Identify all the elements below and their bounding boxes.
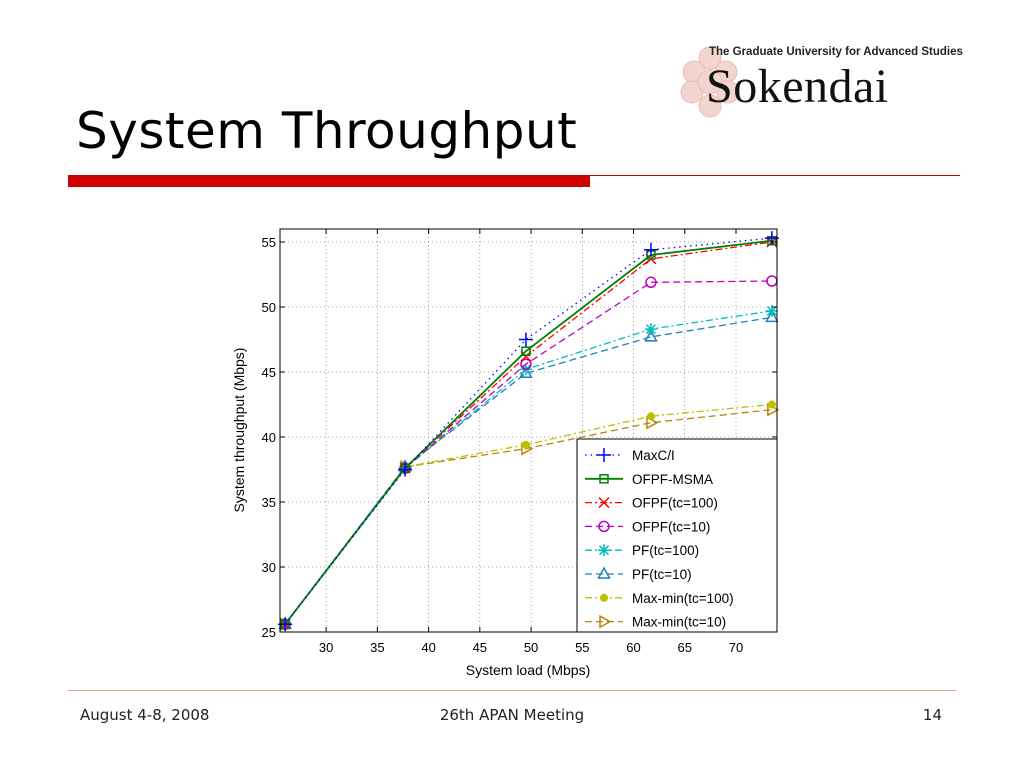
legend-label: PF(tc=100) bbox=[632, 543, 699, 558]
data-point bbox=[766, 275, 778, 287]
throughput-chart: 30 35 40 45 50 55 60 65 70 25 30 35 40 45 50 55 System … bbox=[231, 228, 780, 678]
logo-subtitle: The Graduate University for Advanced Stu… bbox=[709, 46, 963, 58]
data-point bbox=[520, 358, 532, 370]
legend-swatch-marker bbox=[600, 593, 608, 602]
footer-date: August 4-8, 2008 bbox=[80, 706, 210, 724]
series-line bbox=[284, 239, 773, 625]
data-point bbox=[521, 440, 530, 449]
legend-swatch-marker bbox=[597, 566, 611, 579]
y-tick-label: 50 bbox=[262, 300, 276, 315]
legend-label: OFPF(tc=100) bbox=[632, 496, 718, 511]
legend-swatch-marker bbox=[599, 614, 612, 629]
legend-entry: PF(tc=100) bbox=[585, 543, 699, 558]
data-point bbox=[644, 329, 658, 342]
data-point bbox=[643, 242, 658, 257]
y-axis-label: System throughput (Mbps) bbox=[231, 348, 247, 513]
legend-swatch-marker bbox=[599, 474, 609, 484]
legend-swatch-marker bbox=[598, 520, 610, 533]
x-tick-label: 50 bbox=[524, 640, 538, 655]
legend-entry: Max-min(tc=10) bbox=[585, 615, 726, 630]
sokendai-logo: The Graduate University for Advanced Stu… bbox=[672, 38, 988, 128]
data-point bbox=[646, 412, 655, 421]
data-point bbox=[398, 462, 413, 477]
data-point bbox=[767, 400, 776, 409]
legend-label: Max-min(tc=100) bbox=[632, 591, 734, 606]
legend-box bbox=[576, 438, 778, 633]
x-tick-label: 70 bbox=[729, 640, 743, 655]
y-tick-label: 55 bbox=[262, 235, 276, 250]
data-point bbox=[518, 332, 533, 347]
footer-event: 26th APAN Meeting bbox=[439, 706, 585, 724]
legend-entry: OFPF(tc=100) bbox=[585, 496, 718, 511]
data-point bbox=[521, 346, 531, 356]
x-tick-label: 30 bbox=[319, 640, 333, 655]
legend-entry: OFPF-MSMA bbox=[585, 472, 713, 487]
x-tick-label: 40 bbox=[421, 640, 435, 655]
x-tick-label: 35 bbox=[370, 640, 384, 655]
data-point bbox=[645, 276, 657, 289]
x-tick-label: 60 bbox=[626, 640, 640, 655]
page-number: 14 bbox=[922, 706, 942, 724]
legend-entry: Max-min(tc=100) bbox=[585, 591, 734, 606]
legend-label: OFPF-MSMA bbox=[632, 472, 713, 487]
logo-seal-icon bbox=[680, 46, 740, 118]
x-tick-label: 55 bbox=[575, 640, 589, 655]
y-tick-label: 30 bbox=[262, 560, 276, 575]
legend-label: MaxC/I bbox=[632, 448, 675, 463]
legend-label: Max-min(tc=10) bbox=[632, 615, 726, 630]
data-point bbox=[644, 323, 657, 336]
legend-swatch-marker bbox=[598, 497, 610, 509]
y-tick-label: 40 bbox=[262, 430, 276, 445]
chart-legend: MaxC/I OFPF-MSMA OFPF(tc=100) OFPF(tc=10) PF… bbox=[576, 438, 778, 633]
legend-label: PF(tc=10) bbox=[632, 567, 692, 582]
series-lines bbox=[278, 231, 780, 632]
legend-swatch-marker bbox=[598, 544, 610, 557]
y-tick-label: 35 bbox=[262, 495, 276, 510]
footer-rule bbox=[68, 690, 956, 691]
logo-name: Sokendai bbox=[706, 60, 889, 113]
slide-title: System Throughput bbox=[76, 102, 578, 160]
y-tick-label: 25 bbox=[262, 625, 276, 640]
x-tick-label: 65 bbox=[678, 640, 692, 655]
axis-ticks: 30 35 40 45 50 55 60 65 70 25 30 35 40 45 50 55 bbox=[262, 229, 777, 655]
legend-label: OFPF(tc=10) bbox=[632, 519, 710, 534]
plot-frame bbox=[279, 228, 778, 633]
title-rule bbox=[590, 175, 960, 176]
legend-entry: PF(tc=10) bbox=[585, 566, 692, 582]
y-tick-label: 45 bbox=[262, 365, 276, 380]
title-accent-bar bbox=[68, 175, 590, 187]
legend-entry: OFPF(tc=10) bbox=[585, 519, 710, 534]
legend-entry: MaxC/I bbox=[585, 448, 675, 463]
series-line bbox=[284, 316, 773, 625]
series-line bbox=[284, 237, 772, 625]
series-line bbox=[284, 280, 772, 625]
legend-swatch-marker bbox=[597, 448, 611, 462]
x-axis-label: System load (Mbps) bbox=[466, 662, 590, 678]
data-point bbox=[765, 309, 779, 323]
data-point bbox=[765, 304, 778, 317]
x-tick-label: 45 bbox=[473, 640, 487, 655]
